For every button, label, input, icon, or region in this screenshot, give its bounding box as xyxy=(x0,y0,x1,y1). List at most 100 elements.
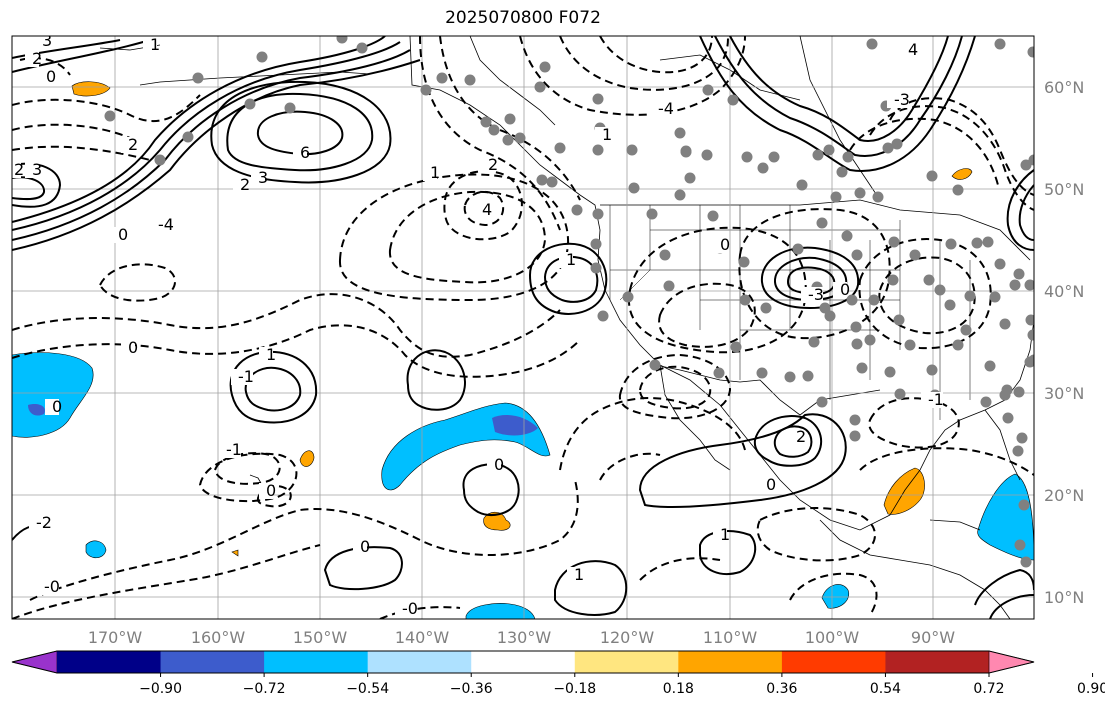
station-dot xyxy=(356,42,368,54)
station-dot xyxy=(868,294,880,306)
station-dot xyxy=(554,142,566,154)
station-dot xyxy=(850,321,862,333)
contour-label-bg xyxy=(559,252,573,268)
contour-label: 1 xyxy=(266,345,276,364)
station-dot xyxy=(999,389,1011,401)
colorbar-tick-label: 0.54 xyxy=(870,681,901,697)
station-dot xyxy=(1016,432,1028,444)
contour-label-bg xyxy=(921,392,943,408)
longitude-label: 130°W xyxy=(497,628,552,647)
contour-label: 0 xyxy=(46,67,56,86)
station-dot xyxy=(659,249,671,261)
station-dot xyxy=(760,302,772,314)
contour-label-bg xyxy=(901,42,915,58)
station-dot xyxy=(802,370,814,382)
contour-label-bg xyxy=(713,237,727,253)
contour-label-bg xyxy=(143,37,157,53)
contour-label: -0 xyxy=(44,577,60,596)
colorbar-bin xyxy=(885,651,990,673)
station-dot xyxy=(707,210,719,222)
colorbar-bin xyxy=(57,651,162,673)
station-dot xyxy=(730,341,742,353)
station-dot xyxy=(182,131,194,143)
station-dot xyxy=(1028,154,1034,166)
station-dot xyxy=(888,236,900,248)
contour-label: 2 xyxy=(32,49,42,68)
colorbar-bin xyxy=(264,651,369,673)
contour-label-bg xyxy=(39,69,53,85)
station-dot xyxy=(713,367,725,379)
contour-label: 4 xyxy=(482,200,492,219)
station-dot xyxy=(284,102,296,114)
station-dot xyxy=(546,176,558,188)
station-dot xyxy=(816,217,828,229)
contour-label-bg xyxy=(395,601,417,617)
contour-label: 3 xyxy=(258,168,268,187)
station-dot xyxy=(851,338,863,350)
colorbar-tick-label: −0.72 xyxy=(243,681,286,697)
station-dot xyxy=(934,284,946,296)
longitude-label: 170°W xyxy=(88,628,143,647)
station-dot xyxy=(684,172,696,184)
contour-label: 3 xyxy=(42,31,52,50)
station-dot xyxy=(649,359,661,371)
contour-label: 0 xyxy=(840,280,850,299)
station-dot xyxy=(256,51,268,63)
contour-label: -1 xyxy=(226,440,242,459)
station-dot xyxy=(971,237,983,249)
station-dot xyxy=(590,238,602,250)
longitude-label: 100°W xyxy=(805,628,860,647)
contour-label-bg xyxy=(801,287,823,303)
contour-label: 1 xyxy=(720,525,730,544)
colorbar-outline xyxy=(11,650,1035,674)
station-dot xyxy=(514,132,526,144)
station-dot xyxy=(571,204,583,216)
station-dot xyxy=(904,339,916,351)
shaded-anomaly-regions xyxy=(12,81,1034,619)
contour-label-bg xyxy=(259,483,273,499)
station-dot xyxy=(792,243,804,255)
station-dot xyxy=(841,230,853,242)
station-dot xyxy=(830,191,842,203)
positive-anomaly-region xyxy=(951,168,973,180)
station-dot xyxy=(824,310,836,322)
contour-label-bg xyxy=(887,92,909,108)
colorbar-tick-label: −0.54 xyxy=(346,681,389,697)
station-dot xyxy=(727,94,739,106)
station-dot xyxy=(628,182,640,194)
station-dot xyxy=(104,110,116,122)
longitude-label: 140°W xyxy=(395,628,450,647)
station-dot xyxy=(926,170,938,182)
contour-label-bg xyxy=(713,527,727,543)
station-dot xyxy=(1018,499,1030,511)
colorbar-tick-label: 0.72 xyxy=(973,681,1004,697)
longitude-label: 120°W xyxy=(600,628,655,647)
station-dot xyxy=(894,388,906,400)
contour-label-bg xyxy=(25,162,39,178)
station-dot xyxy=(626,144,638,156)
contour-label-bg xyxy=(37,579,59,595)
colorbar-tick-label: 0.18 xyxy=(663,681,694,697)
colorbar-extend-low xyxy=(11,650,58,674)
station-markers xyxy=(104,36,1034,568)
contour-label-bg xyxy=(12,162,21,178)
station-dot xyxy=(757,162,769,174)
station-dot xyxy=(1020,159,1032,171)
contour-label: 0 xyxy=(360,537,370,556)
station-dot xyxy=(856,362,868,374)
station-dot xyxy=(1028,354,1034,366)
station-dot xyxy=(808,336,820,348)
station-dot xyxy=(504,113,516,125)
contour-label-bg xyxy=(121,340,135,356)
station-dot xyxy=(536,174,548,186)
contour-label-bg xyxy=(233,177,247,193)
latitude-labels: 60°N 50°N 40°N 30°N 20°N 10°N xyxy=(1044,78,1084,607)
station-dot xyxy=(823,144,835,156)
station-dot xyxy=(980,396,992,408)
station-dot xyxy=(680,145,692,157)
positive-anomaly-region xyxy=(231,549,239,557)
station-dot xyxy=(926,364,938,376)
negative-anomaly-core xyxy=(492,415,538,436)
contour-label: -4 xyxy=(658,99,674,118)
